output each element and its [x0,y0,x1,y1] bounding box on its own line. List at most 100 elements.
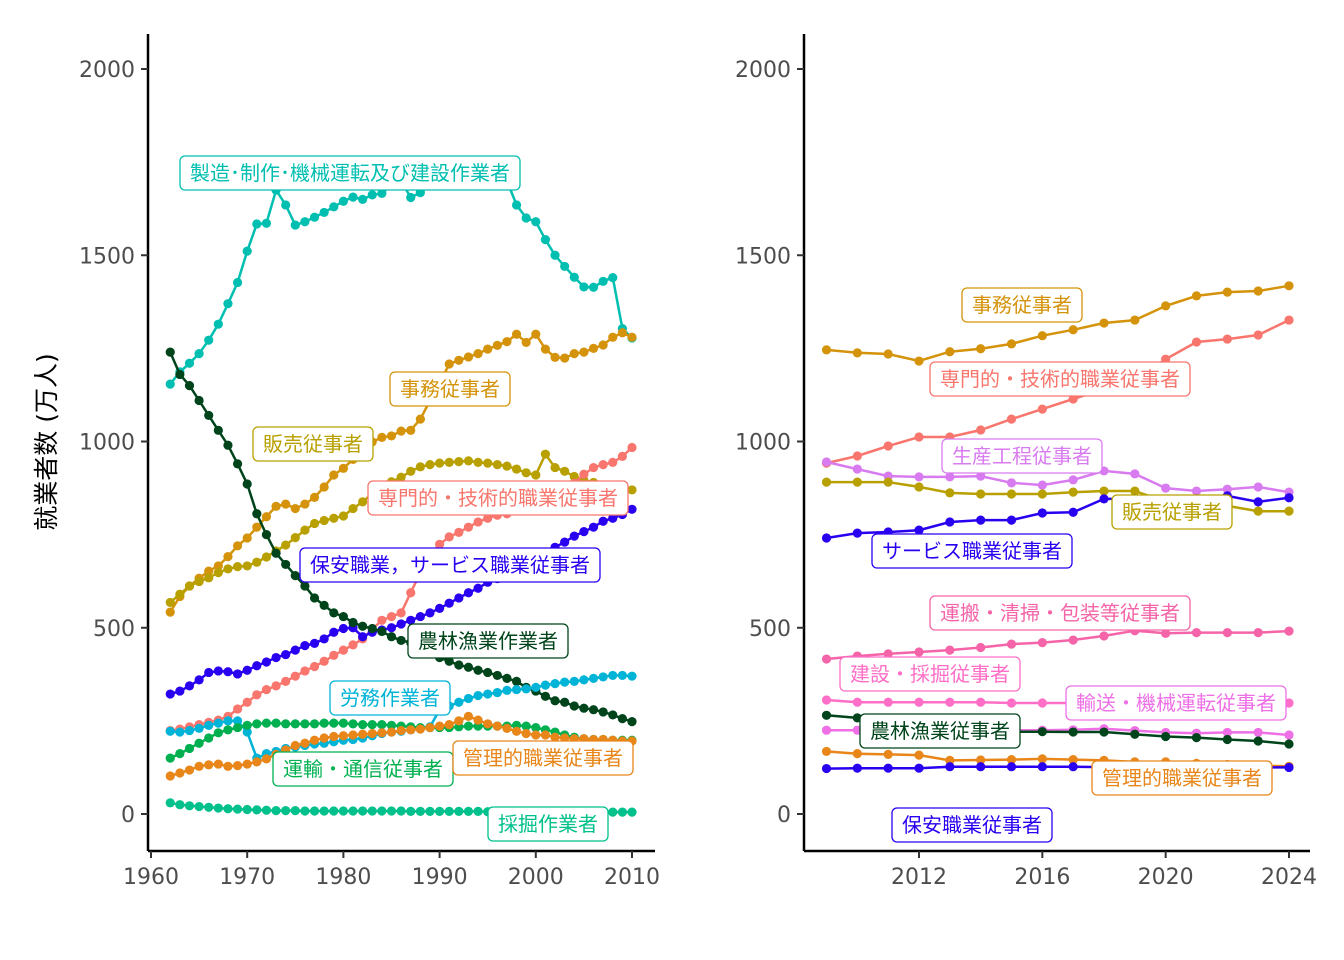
data-point [1161,731,1171,742]
data-point [204,566,214,576]
data-point [184,743,195,754]
data-point [290,671,300,681]
data-point [821,746,832,757]
data-point [511,200,522,210]
data-point [367,190,377,200]
data-point [175,727,185,737]
data-point [242,533,252,543]
data-point [1253,330,1263,340]
data-point [329,202,339,212]
data-point [976,344,986,354]
series-label: 労務作業者 [329,680,451,716]
data-point [175,800,185,810]
y-tick-label: 2000 [79,58,135,83]
data-point [338,806,348,816]
data-point [223,725,233,735]
data-point [261,512,272,522]
data-point [492,687,502,698]
data-point [608,332,618,342]
data-point [290,740,300,751]
data-point [444,806,454,816]
data-point [1161,483,1171,493]
series-label: 販売従事者 [1111,494,1233,530]
label-text: 運輸・通信従事者 [283,757,443,781]
data-point [617,714,627,724]
data-point [271,548,281,558]
data-point [1037,331,1047,341]
data-point [309,492,320,502]
data-point [300,806,310,816]
data-point [914,750,924,760]
data-point [194,761,204,771]
data-point [588,462,599,473]
data-point [232,704,243,714]
data-point [521,721,531,731]
data-point [204,802,214,812]
data-point [444,598,454,608]
data-point [444,656,454,666]
series-line [169,508,633,696]
data-point [348,617,358,628]
data-point [271,652,281,663]
data-point [175,768,185,778]
data-point [1037,698,1047,708]
series-label: 専門的・技術的職業従事者 [367,480,629,516]
data-point [531,730,541,740]
data-point [329,513,339,523]
data-point [945,645,955,655]
data-point [377,432,387,443]
data-point [261,805,272,815]
data-point [1284,739,1294,749]
data-point [290,806,300,816]
label-text: 生産工程従事者 [952,444,1092,468]
y-tick-label: 2000 [735,58,791,83]
data-point [329,650,339,660]
label-text: 管理的職業従事者 [1102,766,1262,790]
data-point [358,194,368,204]
data-point [976,762,986,772]
data-point [435,603,445,613]
data-point [1068,487,1078,497]
data-point [852,697,862,707]
data-point [271,681,281,691]
data-point [608,513,618,523]
data-point [852,451,862,461]
series-label: サービス職業従事者 [871,533,1073,569]
data-point [821,457,832,467]
series-5 [165,347,637,727]
data-point [521,213,531,223]
label-text: 労務作業者 [340,686,440,710]
series-label: 事務従事者 [389,371,511,407]
data-point [358,720,368,730]
data-point [232,541,243,551]
data-point [463,711,474,722]
data-point [338,623,348,634]
label-text: 専門的・技術的職業従事者 [378,486,618,510]
data-point [1253,627,1263,638]
data-point [300,738,310,748]
data-point [1130,729,1140,739]
data-point [338,731,348,741]
data-point [281,649,291,660]
data-point [223,667,233,677]
data-point [608,670,618,681]
data-point [358,729,368,739]
data-point [531,470,541,480]
data-point [300,666,310,676]
data-point [1284,315,1294,325]
data-point [309,593,320,603]
data-point [300,217,310,227]
data-point [415,724,425,734]
y-tick-label: 500 [93,617,135,642]
data-point [194,576,204,587]
data-point [396,426,406,436]
data-point [821,533,832,543]
data-point [1037,762,1047,772]
data-point [252,805,262,815]
data-point [521,684,531,694]
data-point [540,235,551,245]
data-point [242,804,252,815]
data-point [309,661,320,672]
data-point [473,583,483,593]
data-point [1191,337,1202,347]
